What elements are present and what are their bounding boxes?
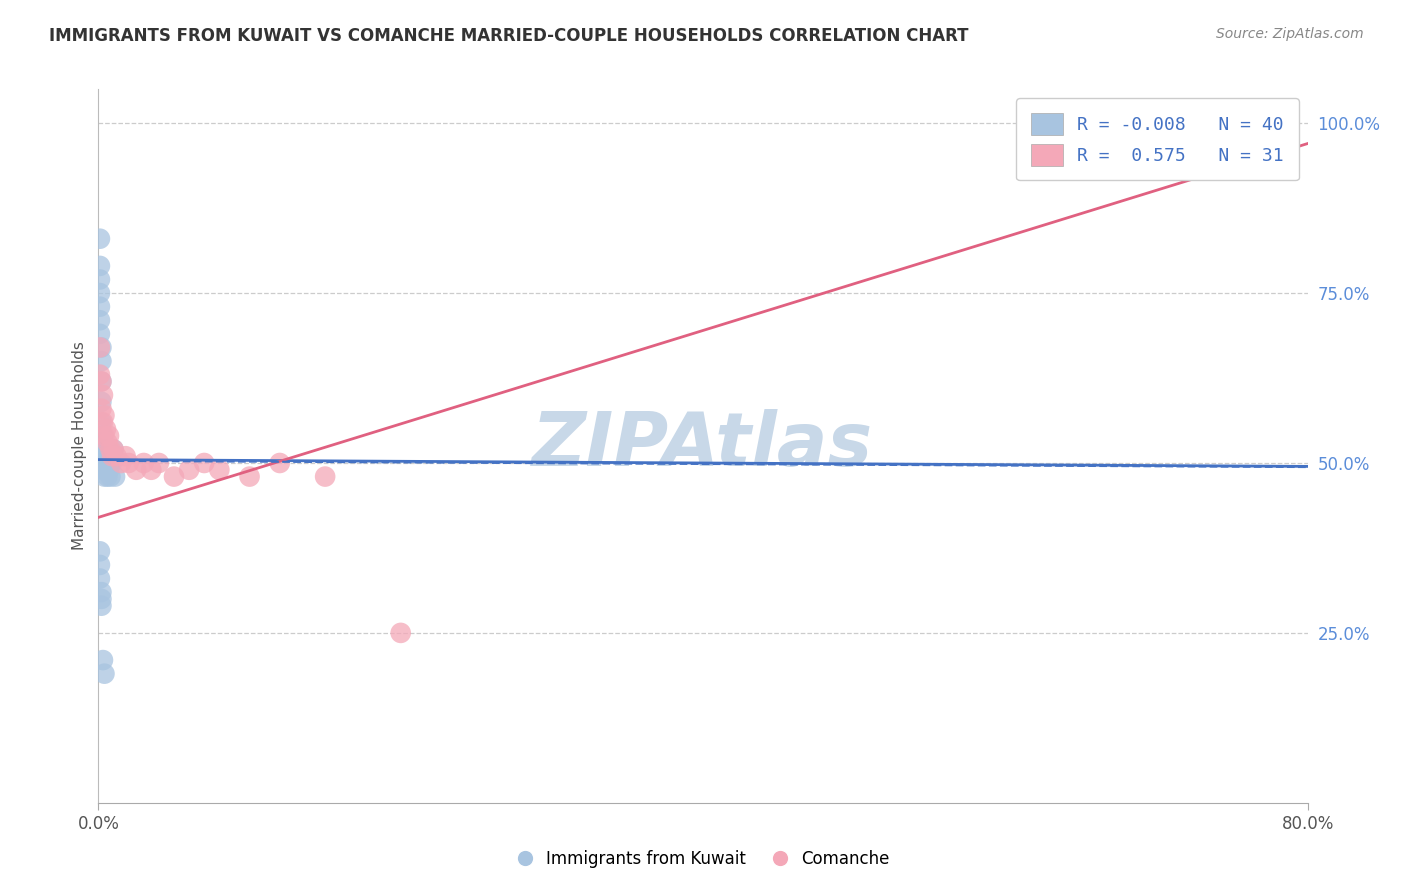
Point: [91, 415, 114, 429]
Point: [89, 300, 111, 314]
Point: [96, 456, 118, 470]
Point: [132, 456, 155, 470]
Point: [101, 449, 124, 463]
Point: [91, 463, 114, 477]
Point: [96, 442, 118, 457]
Point: [90, 401, 112, 416]
Point: [100, 469, 122, 483]
Point: [89, 259, 111, 273]
Text: Source: ZipAtlas.com: Source: ZipAtlas.com: [1216, 27, 1364, 41]
Point: [98, 463, 121, 477]
Point: [208, 463, 231, 477]
Point: [100, 456, 122, 470]
Point: [118, 456, 141, 470]
Point: [90, 375, 112, 389]
Point: [100, 442, 122, 457]
Point: [101, 456, 124, 470]
Point: [89, 572, 111, 586]
Point: [96, 469, 118, 483]
Point: [90, 394, 112, 409]
Point: [93, 469, 115, 483]
Point: [94, 449, 117, 463]
Point: [269, 456, 291, 470]
Point: [91, 429, 114, 443]
Point: [93, 456, 115, 470]
Point: [103, 442, 125, 457]
Legend: R = -0.008   N = 40, R =  0.575   N = 31: R = -0.008 N = 40, R = 0.575 N = 31: [1017, 98, 1299, 180]
Point: [90, 599, 112, 613]
Legend: Immigrants from Kuwait, Comanche: Immigrants from Kuwait, Comanche: [510, 844, 896, 875]
Point: [239, 469, 262, 483]
Point: [104, 469, 127, 483]
Point: [89, 286, 111, 301]
Point: [1267, 116, 1289, 130]
Point: [94, 422, 117, 436]
Point: [89, 341, 111, 355]
Point: [90, 341, 112, 355]
Point: [110, 456, 132, 470]
Point: [148, 456, 170, 470]
Point: [90, 354, 112, 368]
Point: [389, 626, 412, 640]
Point: [90, 591, 112, 606]
Point: [163, 469, 186, 483]
Point: [98, 449, 121, 463]
Point: [125, 463, 148, 477]
Point: [91, 456, 114, 470]
Point: [179, 463, 201, 477]
Point: [89, 368, 111, 382]
Point: [91, 388, 114, 402]
Text: ZIPAtlas: ZIPAtlas: [533, 409, 873, 483]
Point: [91, 449, 114, 463]
Point: [91, 653, 114, 667]
Point: [114, 449, 136, 463]
Point: [93, 409, 115, 423]
Point: [96, 435, 118, 450]
Point: [93, 429, 115, 443]
Point: [89, 326, 111, 341]
Point: [93, 666, 115, 681]
Point: [103, 442, 125, 457]
Point: [193, 456, 215, 470]
Point: [89, 272, 111, 286]
Point: [90, 585, 112, 599]
Point: [91, 442, 114, 457]
Point: [314, 469, 336, 483]
Text: IMMIGRANTS FROM KUWAIT VS COMANCHE MARRIED-COUPLE HOUSEHOLDS CORRELATION CHART: IMMIGRANTS FROM KUWAIT VS COMANCHE MARRI…: [49, 27, 969, 45]
Y-axis label: Married-couple Households: Married-couple Households: [72, 342, 87, 550]
Point: [90, 415, 112, 429]
Point: [98, 429, 121, 443]
Point: [89, 544, 111, 558]
Point: [89, 313, 111, 327]
Point: [89, 232, 111, 246]
Point: [90, 375, 112, 389]
Point: [89, 558, 111, 572]
Point: [93, 449, 115, 463]
Point: [141, 463, 163, 477]
Point: [105, 449, 128, 463]
Point: [94, 463, 117, 477]
